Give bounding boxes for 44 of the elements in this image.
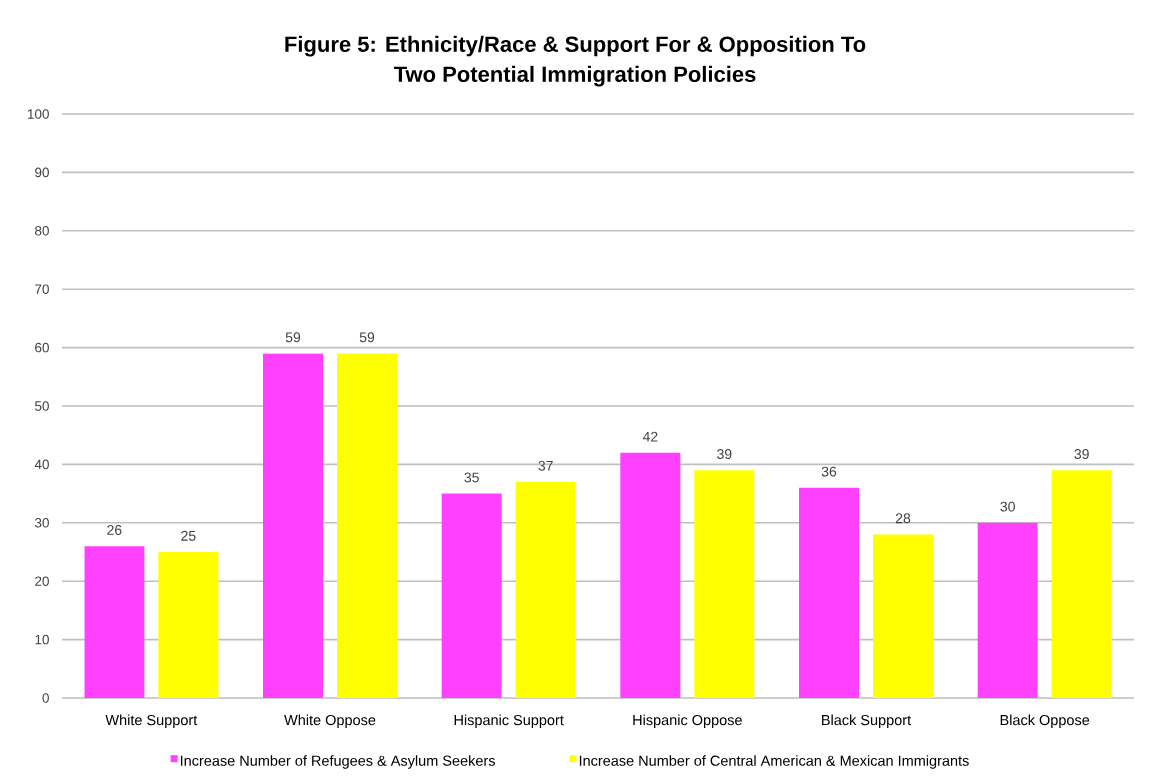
data-label: 30 [1000, 501, 1015, 512]
data-label: 39 [1074, 449, 1089, 460]
bar [263, 353, 324, 698]
x-tick-label: Black Oppose [1000, 714, 1090, 729]
bar [515, 481, 576, 698]
y-tick-label: 10 [35, 634, 49, 645]
legend-label: Increase Number of Central American & Mexican Immigrants [579, 755, 969, 769]
legend-label: Increase Number of Refugees & Asylum Seekers [180, 755, 495, 769]
x-tick-label: Black Support [822, 714, 912, 729]
bar [158, 552, 219, 698]
y-tick-label: 0 [42, 693, 49, 703]
x-tick-label: White Support [105, 714, 198, 729]
data-label: 26 [107, 525, 122, 535]
x-tick-label: White Oppose [284, 714, 376, 729]
y-tick-label: 20 [35, 576, 49, 586]
bar [337, 353, 397, 698]
data-label: 36 [821, 466, 837, 477]
y-tick-label: 90 [35, 167, 49, 178]
bar [977, 522, 1038, 698]
bar [620, 452, 681, 698]
y-tick-label: 50 [34, 401, 49, 411]
data-label: 35 [464, 472, 479, 483]
y-tick-label: 70 [35, 284, 49, 294]
bar [799, 487, 859, 698]
data-label: 42 [642, 431, 658, 442]
x-tick-label: Hispanic Support [454, 714, 564, 729]
x-tick-label: Hispanic Oppose [633, 714, 742, 729]
data-label: 39 [717, 449, 732, 460]
chart-title: Figure 5: Ethnicity/Race & Support For & Opposition To Two Potential Immigration Policies [285, 35, 866, 87]
data-label: 59 [285, 332, 301, 343]
y-tick-label: 80 [35, 226, 49, 236]
data-label: 28 [895, 513, 911, 524]
bar [873, 534, 934, 698]
bar [1051, 470, 1112, 698]
y-tick-label: 40 [34, 459, 49, 470]
data-label: 59 [359, 332, 375, 343]
y-tick-label: 100 [27, 109, 49, 119]
data-label: 25 [181, 530, 196, 541]
data-label: 37 [538, 460, 553, 471]
bar [694, 470, 755, 698]
y-tick-label: 30 [34, 518, 49, 528]
bar [441, 493, 502, 698]
y-tick-label: 60 [35, 342, 49, 353]
bar [84, 546, 145, 698]
